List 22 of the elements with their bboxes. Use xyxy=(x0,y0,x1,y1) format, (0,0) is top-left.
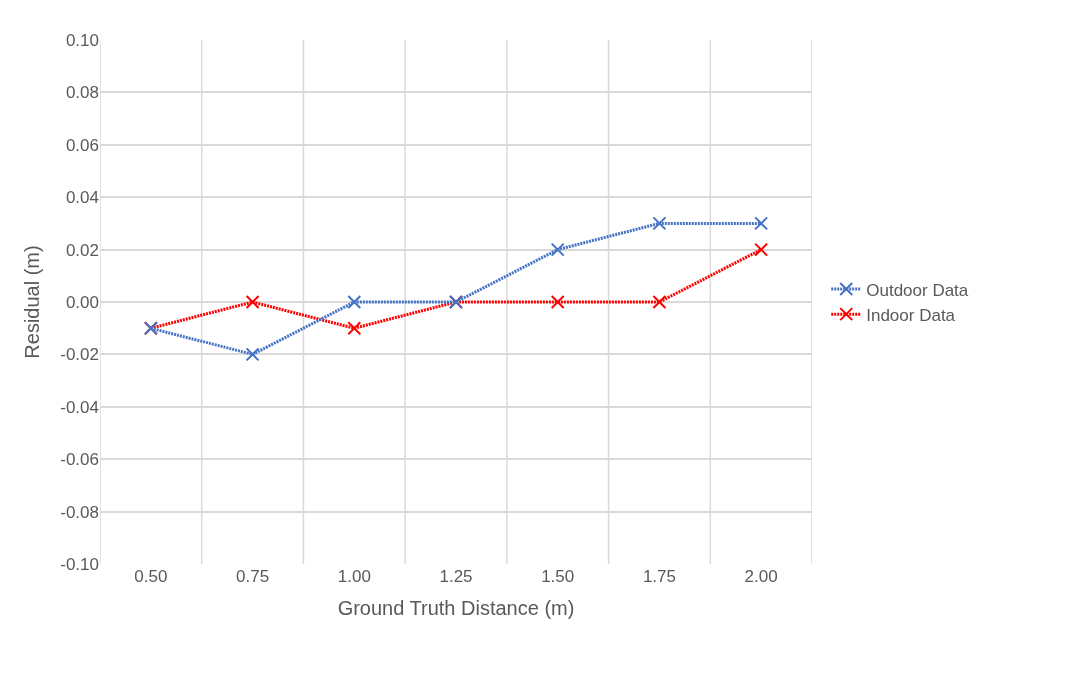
x-tick-label: 1.25 xyxy=(439,567,473,586)
x-tick-label: 0.50 xyxy=(134,567,168,586)
y-tick-label: 0.00 xyxy=(65,292,99,312)
y-tick-label: 0.10 xyxy=(65,30,99,50)
x-tick-label: 2.00 xyxy=(744,567,778,586)
y-tick-label: -0.10 xyxy=(60,554,99,574)
y-tick-label: 0.06 xyxy=(65,135,99,155)
y-tick-label: -0.06 xyxy=(60,450,99,470)
y-tick-label: -0.04 xyxy=(60,397,99,417)
y-tick-label: -0.08 xyxy=(60,502,99,522)
x-tick-label: 1.50 xyxy=(541,567,575,586)
y-axis-title: Residual (m) xyxy=(20,245,43,359)
y-tick-label: 0.04 xyxy=(65,188,99,208)
y-tick-label: 0.02 xyxy=(65,240,99,260)
x-tick-label: 1.75 xyxy=(642,567,676,586)
x-tick-label: 1.00 xyxy=(337,567,371,586)
x-axis-title: Ground Truth Distance (m) xyxy=(337,596,575,619)
y-tick-label: 0.08 xyxy=(65,83,99,103)
y-tick-label: -0.02 xyxy=(60,345,99,365)
legend-label: Outdoor Data xyxy=(866,280,969,300)
legend-label: Indoor Data xyxy=(866,305,956,325)
x-tick-label: 0.75 xyxy=(236,567,270,586)
